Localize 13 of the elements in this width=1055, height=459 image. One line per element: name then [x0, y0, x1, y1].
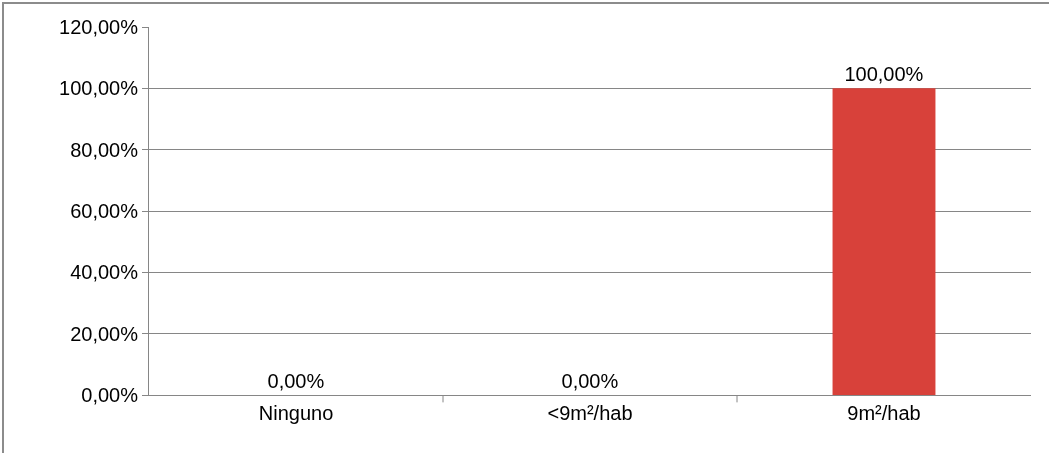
- y-tick-label: 80,00%: [70, 138, 139, 161]
- y-tick-label: 0,00%: [81, 384, 139, 406]
- x-tick-label: <9m²/hab: [547, 402, 633, 424]
- data-label: 0,00%: [267, 370, 325, 392]
- y-tick-label: 100,00%: [59, 77, 139, 100]
- y-tick-label: 60,00%: [70, 200, 139, 222]
- data-label: 0,00%: [561, 370, 619, 392]
- y-tick-label: 120,00%: [59, 16, 139, 38]
- y-tick-label: 40,00%: [70, 261, 139, 284]
- data-label: 100,00%: [844, 63, 924, 86]
- y-tick-label: 20,00%: [70, 322, 139, 345]
- x-tick-label: 9m²/hab: [847, 402, 921, 424]
- x-tick-label: Ninguno: [258, 402, 334, 424]
